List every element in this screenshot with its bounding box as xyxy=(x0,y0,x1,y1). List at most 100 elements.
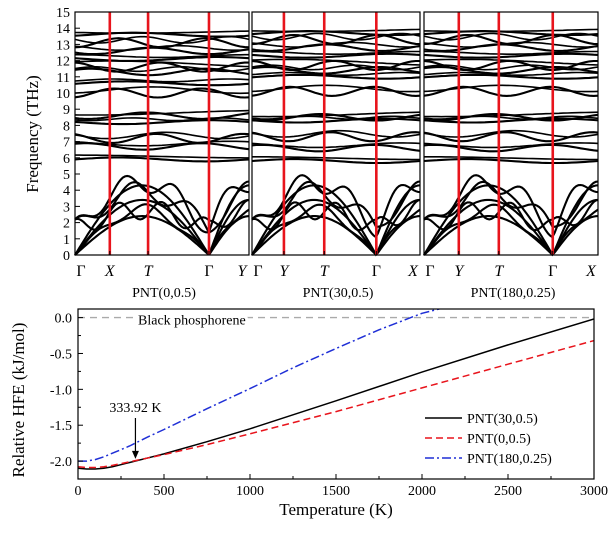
temperature-tick-label: 2500 xyxy=(494,484,522,499)
phonon-band-18 xyxy=(74,60,250,68)
phonon-band-20 xyxy=(252,50,420,55)
phonon-band-6 xyxy=(423,129,599,138)
phonon-band-33 xyxy=(423,198,599,232)
panel-2-bands xyxy=(251,28,421,257)
phonon-band-1 xyxy=(251,158,421,165)
phonon-band-4 xyxy=(423,142,599,149)
high-symmetry-label: Γ xyxy=(204,263,213,280)
frequency-tick-label: 4 xyxy=(63,184,70,199)
panel-1-bands xyxy=(74,30,250,256)
phonon-band-7 xyxy=(74,119,250,126)
frequency-tick-label: 0 xyxy=(63,249,70,264)
panel-label: PNT(30,0.5) xyxy=(303,286,374,301)
phonon-band-27 xyxy=(423,215,599,257)
phonon-band-19 xyxy=(74,55,250,62)
frequency-tick-label: 9 xyxy=(63,103,70,118)
phonon-band-28 xyxy=(423,198,599,257)
phonon-band-6 xyxy=(74,131,250,140)
series-lines xyxy=(78,309,594,470)
frequency-tick-label: 6 xyxy=(63,152,70,167)
phonon-band-20 xyxy=(424,50,598,55)
annotation-arrow-head xyxy=(131,450,139,459)
phonon-band-1 xyxy=(74,156,250,163)
temperature-tick-label: 0 xyxy=(75,484,82,499)
crossover-annotation: 333.92 K xyxy=(109,401,161,459)
frequency-tick-label: 10 xyxy=(56,87,70,102)
hfe-axis-title: Relative HFE (kJ/mol) xyxy=(9,323,28,478)
temperature-tick-label: 3000 xyxy=(580,484,608,499)
high-symmetry-label: Y xyxy=(238,263,249,280)
temperature-tick-label: 1000 xyxy=(236,484,264,499)
panel-label: PNT(0,0.5) xyxy=(132,286,196,301)
phonon-band-23 xyxy=(251,33,421,46)
phonon-band-14 xyxy=(251,71,421,76)
legend: PNT(30,0.5) PNT(0,0.5) PNT(180,0.25) xyxy=(425,412,552,467)
legend-entry-1: PNT(30,0.5) xyxy=(467,412,538,427)
reference-line-label: Black phosphorene xyxy=(138,314,246,329)
phonon-band-4 xyxy=(251,142,421,149)
hfe-tick-label: 0.0 xyxy=(55,312,73,327)
phonon-band-31 xyxy=(423,180,599,228)
phonon-band-23 xyxy=(74,37,250,49)
temperature-tick-label: 2000 xyxy=(408,484,436,499)
high-symmetry-label: X xyxy=(585,263,597,280)
phonon-band-18 xyxy=(423,58,599,66)
panel-1-frame xyxy=(74,11,250,256)
phonon-band-26 xyxy=(252,28,421,33)
bands-layer xyxy=(74,28,599,257)
high-symmetry-label: T xyxy=(144,263,154,280)
frequency-tick-label: 11 xyxy=(57,71,70,86)
temperature-tick-label: 500 xyxy=(154,484,175,499)
panel-3-bands xyxy=(423,28,599,257)
hfe-tick-label: -1.0 xyxy=(50,383,72,398)
phonon-band-19 xyxy=(423,52,599,59)
high-symmetry-label: T xyxy=(494,263,504,280)
high-symmetry-label: X xyxy=(407,263,419,280)
phonon-band-31 xyxy=(251,180,421,228)
phonon-band-12 xyxy=(423,84,599,93)
phonon-band-28 xyxy=(251,198,421,257)
panel-2-frame xyxy=(251,11,421,256)
phonon-band-1 xyxy=(423,158,599,165)
high-symmetry-label: X xyxy=(104,263,116,280)
high-symmetry-label: Y xyxy=(279,263,290,280)
phonon-band-32 xyxy=(423,174,599,239)
phonon-band-20 xyxy=(75,53,249,59)
frequency-tick-label: 8 xyxy=(63,119,70,134)
panel-labels: PNT(0,0.5) PNT(30,0.5) PNT(180,0.25) xyxy=(132,286,556,301)
frequency-tick-label: 5 xyxy=(63,168,70,183)
phonon-band-14 xyxy=(74,78,250,83)
phonon-band-13 xyxy=(423,73,599,80)
phonon-band-8 xyxy=(251,115,421,120)
high-symmetry-label: Γ xyxy=(372,263,381,280)
panel-label: PNT(180,0.25) xyxy=(471,286,556,301)
phonon-band-26 xyxy=(74,30,250,34)
hfe-tick-label: -0.5 xyxy=(50,347,72,362)
phonon-band-2 xyxy=(75,154,249,159)
phonon-band-8 xyxy=(423,115,599,120)
temperature-axis-title: Temperature (K) xyxy=(279,500,393,519)
phonon-band-30 xyxy=(423,203,599,257)
phonon-band-4 xyxy=(74,140,250,147)
phonon-band-2 xyxy=(252,156,420,161)
frequency-tick-label: 12 xyxy=(56,55,70,70)
phonon-band-16 xyxy=(423,64,599,71)
panel-frames xyxy=(74,11,599,256)
temperature-x-axis: 0 500 1000 1500 2000 2500 3000 xyxy=(75,474,608,499)
hfe-tick-label: -1.5 xyxy=(50,419,72,434)
phonon-band-16 xyxy=(251,64,421,71)
frequency-axis-title: Frequency (THz) xyxy=(23,75,42,193)
frequency-tick-label: 3 xyxy=(63,200,70,215)
high-symmetry-label: Γ xyxy=(548,263,557,280)
phonon-band-16 xyxy=(74,66,250,73)
legend-entry-3: PNT(180,0.25) xyxy=(467,452,552,467)
frequency-tick-label: 15 xyxy=(56,6,70,21)
phonon-band-30 xyxy=(251,203,421,257)
high-symmetry-lines xyxy=(108,12,555,255)
frequency-tick-label: 7 xyxy=(63,136,70,151)
high-symmetry-label: Γ xyxy=(76,263,85,280)
